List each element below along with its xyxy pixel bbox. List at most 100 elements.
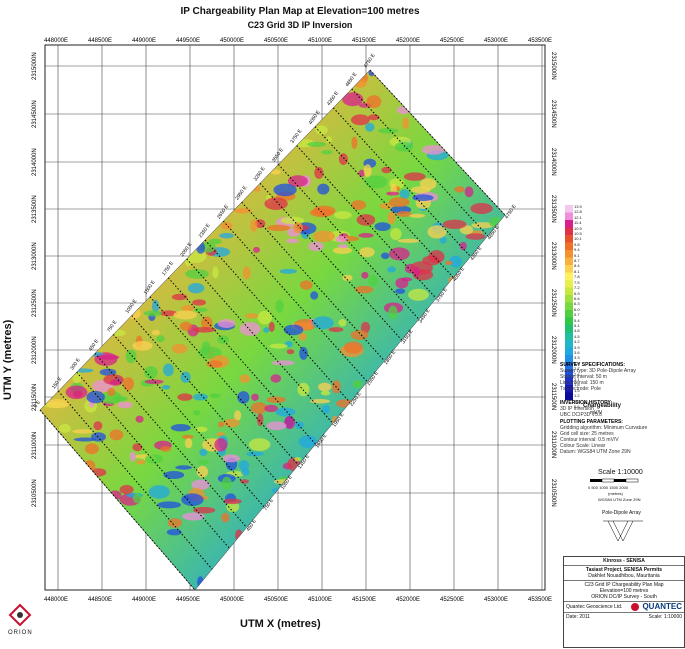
anomaly-blob: [359, 247, 375, 258]
y-tick-label: 2314500N: [32, 100, 38, 128]
anomaly-blob: [358, 169, 365, 177]
anomaly-blob: [314, 167, 324, 179]
survey-line: [296, 145, 437, 299]
y-tick-label-right: 2310500N: [550, 479, 556, 507]
tb-meta-date: Date: 2011: [566, 614, 591, 620]
scale-unit: (metres): [608, 491, 623, 496]
anomaly-blob: [72, 429, 94, 434]
anomaly-blob: [179, 321, 192, 331]
anomaly-blob: [219, 232, 234, 239]
anomaly-blob: [217, 335, 230, 344]
y-tick-label: 2314000N: [32, 148, 38, 176]
legend-swatch: [565, 340, 573, 348]
legend-swatch: [565, 302, 573, 311]
anomaly-blob: [163, 471, 185, 479]
anomaly-blob: [112, 396, 128, 402]
y-tick-label: 2313000N: [32, 242, 38, 270]
legend-values: 13.9 12.8 12.1 11.4 10.9 10.5 10.1 9.8 9.4 9.1 8.7…: [574, 204, 594, 409]
anomaly-blob: [412, 194, 434, 201]
anomaly-blob: [206, 360, 223, 368]
anomaly-blob: [283, 324, 304, 336]
anomaly-blob: [310, 291, 319, 300]
line-label: 0 E: [33, 399, 43, 409]
legend-value: 10.5: [574, 231, 582, 237]
y-tick-label-right: 2311500N: [550, 383, 556, 410]
anomaly-blob: [144, 366, 158, 379]
title-block: Kinross - SENISA Tasiast Project, SENISA…: [563, 556, 685, 648]
legend-value: 12.1: [574, 214, 582, 220]
anomaly-blob: [136, 459, 146, 465]
anomaly-blob: [293, 222, 303, 234]
legend-swatch: [565, 370, 573, 378]
anomaly-blob: [271, 360, 295, 366]
anomaly-blob: [312, 316, 334, 330]
anomaly-blob: [381, 166, 392, 174]
projection-label: WGS84 UTM Zone 29N: [598, 497, 641, 502]
anomaly-blob: [109, 429, 124, 441]
survey-line: [222, 220, 368, 383]
anomaly-blob: [395, 288, 406, 294]
anomaly-blob: [366, 95, 382, 109]
anomaly-blob: [388, 197, 410, 208]
x-tick-label-top: 448000E: [44, 38, 68, 44]
anomaly-blob: [299, 280, 313, 290]
anomaly-blob: [245, 313, 259, 319]
anomaly-blob: [310, 399, 331, 404]
anomaly-blob: [109, 490, 122, 501]
anomaly-blob: [177, 393, 193, 401]
anomaly-blob: [286, 238, 299, 244]
anomaly-blob: [368, 114, 380, 121]
anomaly-blob: [97, 354, 120, 360]
anomaly-blob: [309, 208, 334, 218]
anomaly-blob: [388, 305, 398, 320]
anomaly-blob: [386, 191, 400, 196]
x-tick-label-top: 448500E: [88, 38, 112, 44]
line-label: 4750 E: [363, 52, 377, 69]
anomaly-blob: [356, 214, 376, 226]
anomaly-blob: [308, 241, 324, 252]
anomaly-blob: [73, 437, 97, 442]
map-title: IP Chargeability Plan Map at Elevation=1…: [180, 6, 420, 17]
panel-line: Survey type: 3D Pole-Dipole Array: [560, 368, 636, 374]
anomaly-blob: [337, 244, 349, 249]
panel-line: 3D IP inversion: [560, 406, 594, 412]
anomaly-blob: [217, 319, 236, 328]
survey-line: [76, 371, 230, 549]
anomaly-blob: [396, 211, 412, 217]
anomaly-blob: [93, 421, 103, 431]
legend-value: 1.8: [574, 382, 580, 388]
anomaly-blob: [257, 310, 272, 325]
legend-swatch: [565, 235, 573, 243]
anomaly-blob: [239, 322, 261, 336]
y-tick-label: 2315000N: [32, 52, 38, 80]
anomaly-blob: [198, 346, 222, 359]
legend-value: 13.9: [574, 204, 582, 209]
anomaly-blob: [196, 465, 209, 478]
array-diagram: [603, 520, 643, 542]
anomaly-blob: [321, 150, 333, 155]
anomaly-blob: [396, 106, 411, 115]
anomaly-blob: [234, 410, 242, 421]
legend-value: 1.5: [574, 387, 580, 393]
anomaly-blob: [185, 269, 209, 279]
anomaly-blob: [299, 346, 308, 360]
anomaly-blob: [338, 319, 347, 327]
x-tick-label-top: 452000E: [396, 38, 420, 44]
anomaly-blob: [99, 368, 117, 376]
anomaly-blob: [350, 330, 369, 340]
survey-line: [369, 69, 506, 216]
anomaly-blob: [160, 446, 172, 452]
anomaly-blob: [267, 224, 291, 232]
anomaly-blob: [374, 222, 391, 232]
anomaly-blob: [156, 335, 165, 343]
anomaly-blob: [119, 484, 134, 495]
tb-elevation: Elevation=100 metres: [599, 588, 649, 594]
panel-line: Grid cell size: 25 metres: [560, 431, 614, 437]
legend-value: 2.7: [574, 366, 580, 372]
anomaly-blob: [193, 506, 216, 514]
anomaly-blob: [280, 216, 305, 225]
anomaly-blob: [144, 454, 163, 464]
legend-value: 0.6: [574, 404, 580, 410]
anomaly-blob: [257, 413, 264, 427]
